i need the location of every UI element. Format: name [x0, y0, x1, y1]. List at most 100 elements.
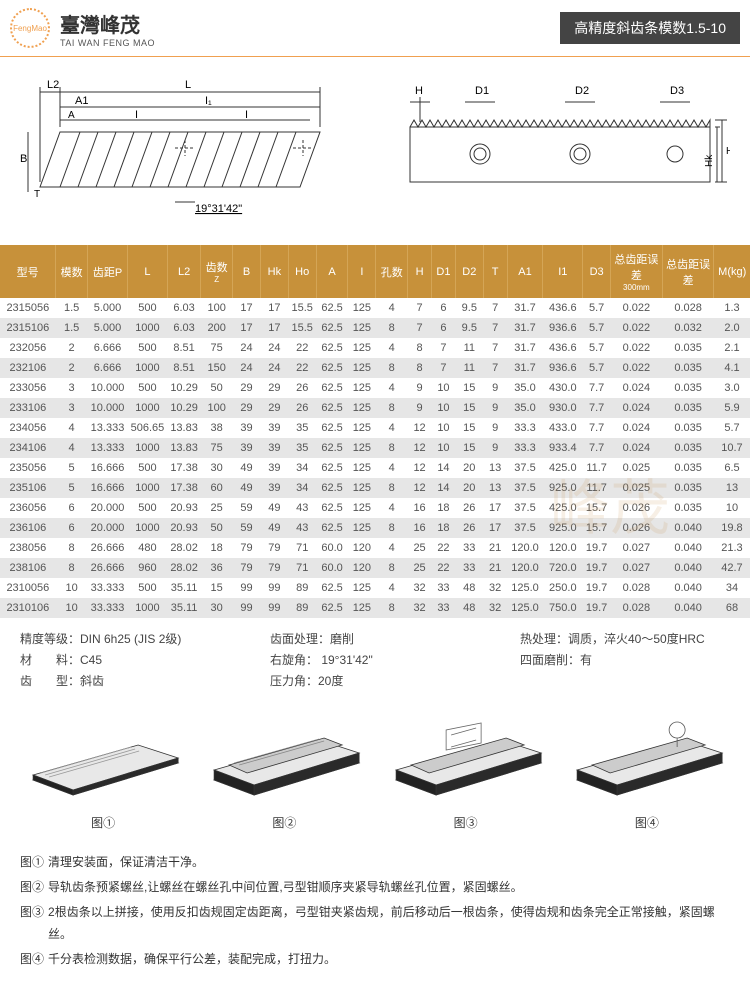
- table-row: 23150561.55.0005006.03100171715.562.5125…: [0, 298, 750, 318]
- table-cell: 5: [56, 478, 88, 498]
- table-cell: 18: [432, 518, 456, 538]
- table-cell: 17: [483, 498, 507, 518]
- table-cell: 9: [483, 378, 507, 398]
- table-cell: 9: [483, 418, 507, 438]
- table-cell: 0.022: [611, 338, 663, 358]
- table-cell: 433.0: [543, 418, 583, 438]
- table-cell: 506.65: [127, 418, 167, 438]
- table-cell: 32: [483, 578, 507, 598]
- table-cell: 7: [483, 298, 507, 318]
- table-cell: 62.5: [316, 418, 348, 438]
- note-item: 图①清理安装面，保证清洁干净。: [20, 851, 730, 874]
- figure-1: 图①: [20, 715, 186, 831]
- table-cell: 50: [201, 378, 233, 398]
- spec-column-3: 热处理：调质，淬火40～50度HRC四面磨削：有: [520, 630, 730, 693]
- spec-item: 右旋角： 19°31'42": [270, 651, 480, 668]
- table-cell: 21: [483, 558, 507, 578]
- table-cell: 62.5: [316, 458, 348, 478]
- table-cell: 0.035: [662, 458, 714, 478]
- table-cell: 4.1: [714, 358, 750, 378]
- table-cell: 25: [408, 558, 432, 578]
- table-cell: 125: [348, 358, 376, 378]
- figure-3: 图③: [383, 715, 549, 831]
- table-cell: 25: [201, 498, 233, 518]
- table-header-cell: D2: [455, 245, 483, 298]
- note-label: 图③: [20, 901, 44, 947]
- table-cell: 17: [260, 298, 288, 318]
- table-cell: 79: [233, 558, 261, 578]
- table-cell: 0.035: [662, 378, 714, 398]
- table-cell: 233056: [0, 378, 56, 398]
- table-cell: 0.035: [662, 398, 714, 418]
- table-cell: 37.5: [507, 518, 543, 538]
- svg-text:A1: A1: [75, 95, 88, 107]
- table-cell: 35.11: [167, 578, 200, 598]
- table-cell: 79: [233, 538, 261, 558]
- table-cell: 11.7: [583, 458, 611, 478]
- svg-text:D1: D1: [475, 85, 489, 97]
- table-cell: 235056: [0, 458, 56, 478]
- table-cell: 125: [348, 458, 376, 478]
- table-cell: 39: [260, 458, 288, 478]
- table-cell: 125: [348, 338, 376, 358]
- table-cell: 480: [127, 538, 167, 558]
- table-row: 238056826.66648028.021879797160.01204252…: [0, 538, 750, 558]
- table-cell: 20.93: [167, 498, 200, 518]
- table-cell: 62.5: [316, 358, 348, 378]
- table-cell: 0.027: [611, 558, 663, 578]
- table-cell: 39: [260, 438, 288, 458]
- table-cell: 48: [455, 598, 483, 618]
- table-header-cell: Ho: [288, 245, 316, 298]
- table-cell: 5.000: [88, 298, 128, 318]
- table-cell: 49: [260, 498, 288, 518]
- table-cell: 6.5: [714, 458, 750, 478]
- table-cell: 62.5: [316, 478, 348, 498]
- table-cell: 925.0: [543, 518, 583, 538]
- table-cell: 2.1: [714, 338, 750, 358]
- table-cell: 430.0: [543, 378, 583, 398]
- table-cell: 0.035: [662, 418, 714, 438]
- table-cell: 232056: [0, 338, 56, 358]
- table-cell: 10: [432, 438, 456, 458]
- table-cell: 500: [127, 378, 167, 398]
- table-cell: 37.5: [507, 478, 543, 498]
- table-cell: 936.6: [543, 358, 583, 378]
- table-cell: 19.7: [583, 578, 611, 598]
- table-header-cell: L: [127, 245, 167, 298]
- table-header-cell: I: [348, 245, 376, 298]
- table-cell: 17: [483, 518, 507, 538]
- spec-item: 精度等级：DIN 6h25 (JIS 2级): [20, 630, 230, 647]
- table-cell: 8: [376, 438, 408, 458]
- table-cell: 250.0: [543, 578, 583, 598]
- table-cell: 0.022: [611, 318, 663, 338]
- table-cell: 36: [201, 558, 233, 578]
- table-cell: 0.032: [662, 318, 714, 338]
- table-cell: 19.7: [583, 558, 611, 578]
- table-cell: 35: [288, 418, 316, 438]
- table-cell: 31.7: [507, 358, 543, 378]
- svg-text:19°31'42": 19°31'42": [195, 203, 242, 215]
- table-cell: 10: [432, 398, 456, 418]
- table-cell: 68: [714, 598, 750, 618]
- table-cell: 0.022: [611, 358, 663, 378]
- table-header-cell: Hk: [260, 245, 288, 298]
- svg-text:Hk: Hk: [704, 154, 715, 167]
- table-cell: 8: [376, 398, 408, 418]
- table-header-cell: D1: [432, 245, 456, 298]
- table-cell: 10: [56, 578, 88, 598]
- table-cell: 7.7: [583, 418, 611, 438]
- figure-4-label: 图④: [564, 814, 730, 831]
- table-cell: 125: [348, 438, 376, 458]
- table-cell: 15: [455, 398, 483, 418]
- table-cell: 62.5: [316, 438, 348, 458]
- table-row: 238106826.66696028.023679797160.01208252…: [0, 558, 750, 578]
- page-title-badge: 高精度斜齿条模数1.5-10: [560, 12, 740, 44]
- table-cell: 2.0: [714, 318, 750, 338]
- table-cell: 17.38: [167, 478, 200, 498]
- table-cell: 3: [56, 398, 88, 418]
- table-header-cell: M(kg): [714, 245, 750, 298]
- spec-item: 四面磨削：有: [520, 651, 730, 668]
- table-cell: 8: [376, 318, 408, 338]
- table-cell: 9: [408, 378, 432, 398]
- table-cell: 26.666: [88, 538, 128, 558]
